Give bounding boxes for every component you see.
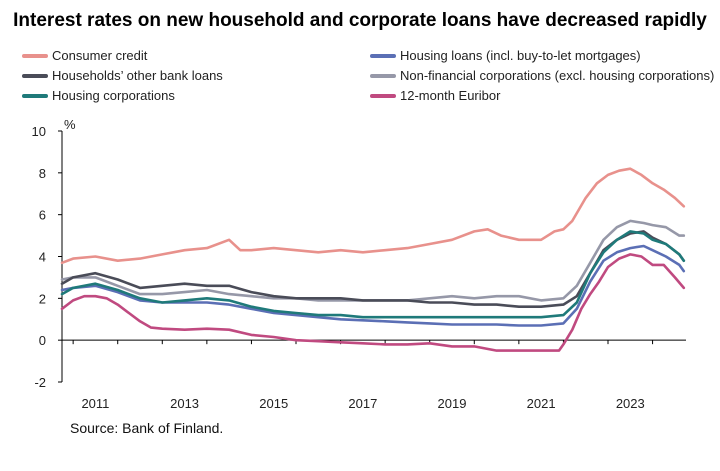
legend-swatch — [22, 73, 48, 78]
series-line-5 — [60, 253, 686, 352]
y-axis-unit-label: % — [64, 117, 76, 132]
legend-swatch — [22, 93, 48, 98]
legend-label: Housing loans (incl. buy-to-let mortgage… — [400, 48, 641, 63]
x-tick-label: 2017 — [348, 396, 377, 411]
legend-item: Non-financial corporations (excl. housin… — [370, 68, 714, 83]
x-tick-label: 2013 — [170, 396, 199, 411]
x-tick-label: 2021 — [527, 396, 556, 411]
legend-label: Non-financial corporations (excl. housin… — [400, 68, 715, 83]
legend-label: Housing corporations — [52, 88, 175, 103]
legend-swatch — [370, 93, 396, 98]
x-tick-label: 2011 — [81, 396, 109, 411]
x-tick-label: 2023 — [616, 396, 645, 411]
series-line-2 — [60, 230, 686, 319]
legend-swatch — [370, 73, 396, 78]
series-line-4 — [60, 219, 686, 302]
x-tick-label: 2019 — [438, 396, 467, 411]
legend-item: Consumer credit — [22, 48, 147, 63]
legend-label: 12-month Euribor — [400, 88, 501, 103]
y-tick-label: 6 — [39, 208, 46, 223]
y-tick-label: 4 — [39, 250, 46, 265]
legend-item: Households’ other bank loans — [22, 68, 223, 83]
legend-item: Housing loans (incl. buy-to-let mortgage… — [370, 48, 641, 63]
legend-item: 12-month Euribor — [370, 88, 500, 103]
y-tick-label: 2 — [39, 291, 46, 306]
legend-item: Housing corporations — [22, 88, 175, 103]
y-tick-label: -2 — [34, 375, 46, 390]
y-tick-label: 10 — [32, 124, 46, 139]
y-tick-label: 8 — [39, 166, 46, 181]
chart-title: Interest rates on new household and corp… — [13, 10, 707, 31]
legend-swatch — [22, 53, 48, 58]
legend-label: Households’ other bank loans — [52, 68, 223, 83]
x-tick-label: 2015 — [259, 396, 288, 411]
y-tick-label: 0 — [39, 333, 46, 348]
legend-label: Consumer credit — [52, 48, 148, 63]
source-note: Source: Bank of Finland. — [70, 420, 224, 436]
legend-swatch — [370, 53, 396, 58]
series-line-0 — [60, 167, 686, 265]
